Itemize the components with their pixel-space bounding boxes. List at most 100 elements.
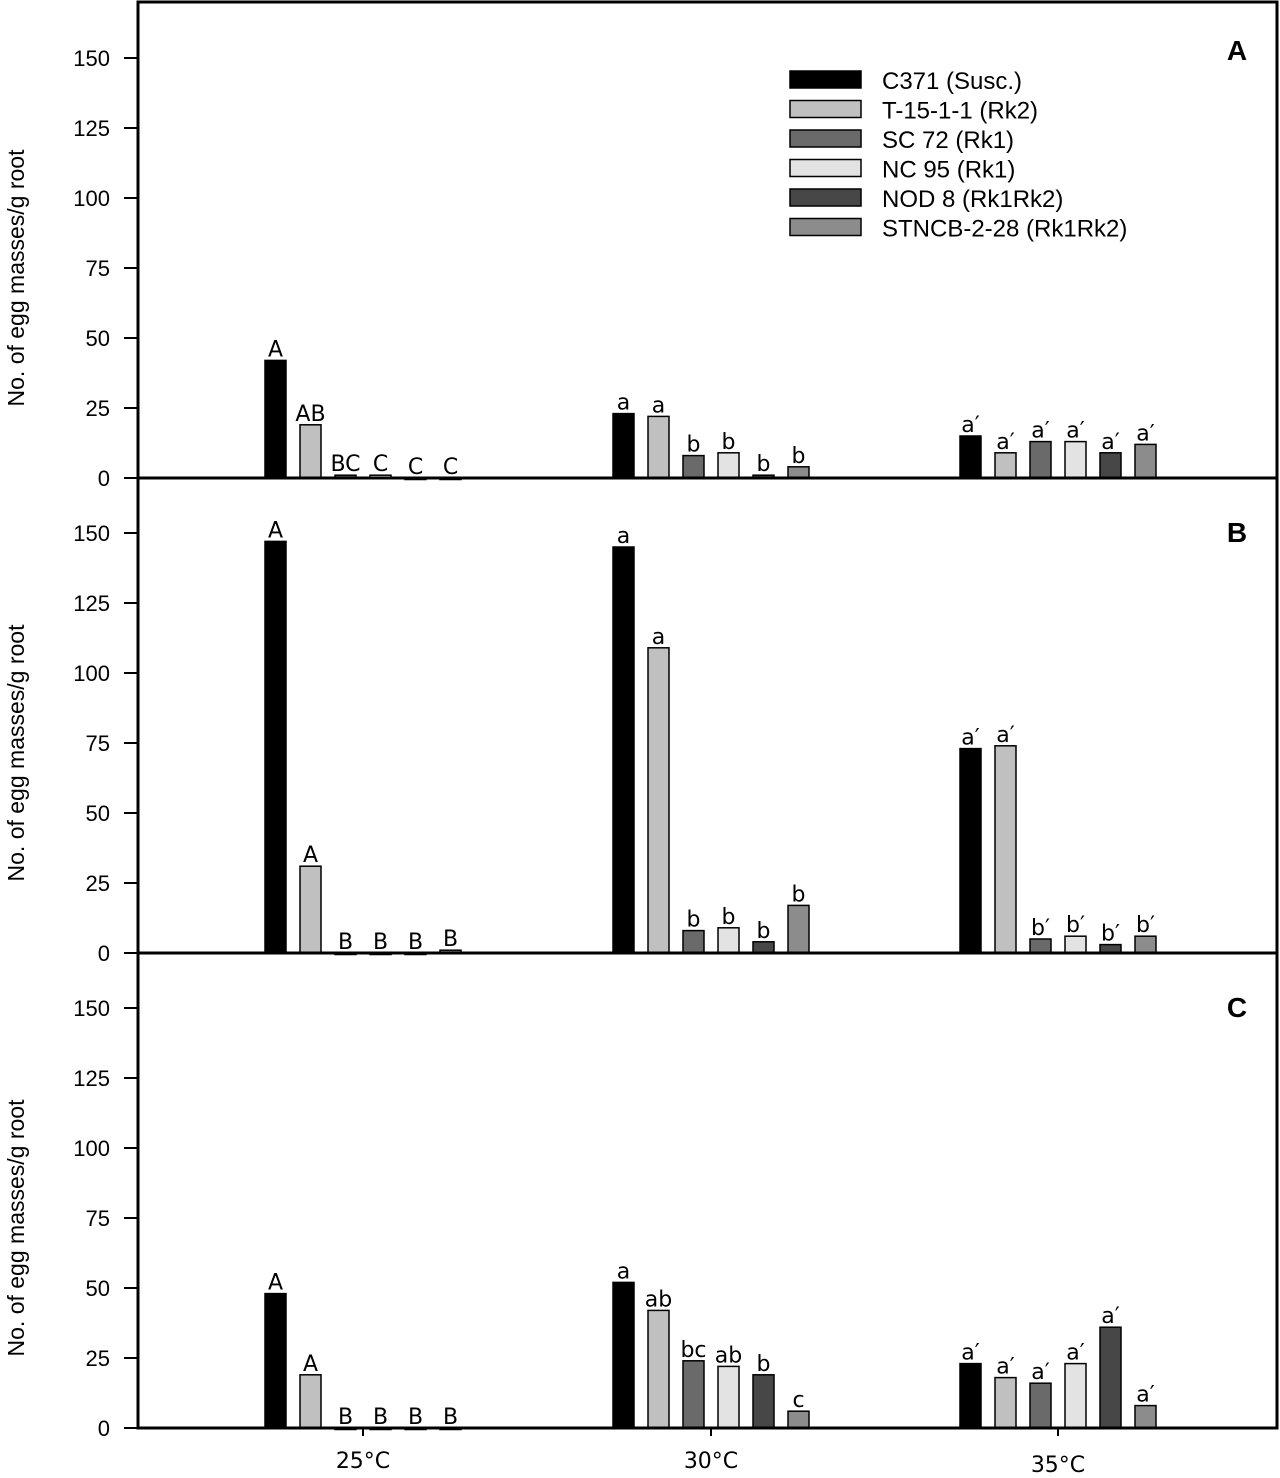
significance-letter: B (373, 930, 388, 955)
legend-label: T-15-1-1 (Rk2) (882, 98, 1038, 125)
significance-letter: a′ (1031, 419, 1049, 444)
y-tick-label: 125 (73, 591, 110, 616)
y-axis-label: No. of egg masses/g root (3, 1099, 29, 1357)
significance-letter: a′ (1031, 1360, 1049, 1385)
significance-letter: B (408, 1405, 423, 1430)
y-tick-label: 75 (86, 1206, 110, 1231)
significance-letter: b (757, 452, 771, 477)
bar (752, 1374, 775, 1429)
significance-letter: a′ (961, 726, 979, 751)
x-tick-label: 30°C (684, 1449, 738, 1474)
legend-label: STNCB-2-28 (Rk1Rk2) (882, 216, 1127, 243)
significance-letter: b (687, 433, 701, 458)
y-tick-label: 25 (86, 396, 110, 421)
y-tick-label: 125 (73, 1066, 110, 1091)
significance-letter: a′ (1136, 1383, 1154, 1408)
significance-letter: b (792, 444, 806, 469)
bar (612, 1281, 635, 1429)
significance-letter: a (617, 1259, 630, 1284)
bar (647, 415, 670, 479)
significance-letter: a′ (1136, 421, 1154, 446)
significance-letter: a (617, 524, 630, 549)
y-tick-label: 75 (86, 256, 110, 281)
significance-letter: c (792, 1388, 804, 1413)
bar (1064, 1362, 1087, 1429)
panel-b: 0 25 50 75 100 125 150 No. of egg masses/g root… (3, 517, 1277, 966)
legend-item: SC 72 (Rk1) (789, 127, 1014, 154)
bar (1099, 1326, 1122, 1429)
significance-letter: a (617, 391, 630, 416)
legend-label: NC 95 (Rk1) (882, 157, 1015, 184)
bar (682, 929, 705, 954)
significance-letter: A (303, 843, 318, 868)
y-tick-label: 25 (86, 871, 110, 896)
x-tick-label: 25°C (336, 1449, 390, 1474)
significance-letter: AB (295, 402, 325, 427)
bar (994, 1376, 1017, 1429)
significance-letter: A (268, 518, 283, 543)
significance-letter: bc (680, 1338, 706, 1363)
significance-letter: C (443, 455, 458, 480)
bar (299, 424, 322, 479)
panel-letter: A (1227, 35, 1247, 66)
legend-label: SC 72 (Rk1) (882, 127, 1014, 154)
significance-letter: a′ (996, 1355, 1014, 1380)
bar (612, 546, 635, 954)
bar (682, 1360, 705, 1429)
legend-swatch (789, 158, 862, 178)
significance-letter: A (268, 337, 283, 362)
significance-letter: B (408, 930, 423, 955)
bar (647, 1309, 670, 1429)
bar (682, 454, 705, 479)
bar (717, 452, 740, 479)
panel-c: 0 25 50 75 100 125 150 No. of egg masses/g root… (3, 992, 1277, 1441)
significance-letter: A (268, 1271, 283, 1296)
bar (959, 435, 982, 479)
bar (299, 1374, 322, 1429)
y-tick-label: 50 (86, 326, 110, 351)
significance-letter: B (338, 1405, 353, 1430)
significance-letter: a (652, 625, 665, 650)
y-tick-label: 0 (98, 941, 110, 966)
bar (612, 412, 635, 479)
significance-letter: b (792, 882, 806, 907)
plot-frame (136, 0, 1279, 1430)
significance-letter: b′ (1031, 916, 1050, 941)
significance-letter: a′ (1066, 1341, 1084, 1366)
panel-letter: C (1227, 992, 1247, 1023)
y-tick-label: 50 (86, 801, 110, 826)
legend-item: NOD 8 (Rk1Rk2) (789, 186, 1063, 213)
y-tick-label: 100 (73, 186, 110, 211)
significance-letter: b′ (1066, 913, 1085, 938)
legend-swatch (789, 188, 862, 207)
y-tick-label: 0 (98, 466, 110, 491)
bar (264, 1292, 287, 1429)
significance-letter: B (373, 1405, 388, 1430)
significance-letter: BC (330, 452, 360, 477)
panel-letter: B (1227, 517, 1247, 548)
significance-letter: ab (645, 1287, 672, 1312)
bar (1134, 443, 1157, 479)
significance-letter: B (443, 1405, 458, 1430)
x-tick-label: 35°C (1031, 1453, 1085, 1478)
legend-swatch (789, 70, 862, 89)
legend-item: STNCB-2-28 (Rk1Rk2) (789, 216, 1127, 243)
bar (994, 452, 1017, 479)
x-axis: 25°C 30°C 35°C (336, 1428, 1085, 1478)
y-axis-label: No. of egg masses/g root (3, 624, 29, 882)
y-tick-label: 25 (86, 1346, 110, 1371)
bar (1029, 1382, 1052, 1429)
bar (959, 747, 982, 954)
significance-letter: a′ (1101, 430, 1119, 455)
bar (1064, 440, 1087, 479)
bar (1029, 938, 1052, 954)
y-tick-label: 125 (73, 116, 110, 141)
significance-letter: a′ (961, 413, 979, 438)
bar (717, 927, 740, 954)
significance-letter: C (373, 452, 388, 477)
significance-letter: B (338, 930, 353, 955)
bar (264, 540, 287, 954)
y-tick-label: 50 (86, 1276, 110, 1301)
panels-layer: 0 25 50 75 100 125 150 No. of egg masses/g root… (3, 0, 1279, 1441)
legend-swatch (789, 129, 862, 148)
